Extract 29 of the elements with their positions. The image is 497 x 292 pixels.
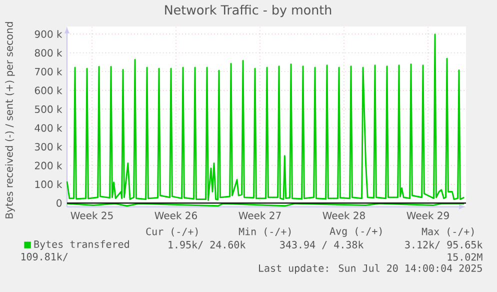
text: Last update: Sun Jul 20 14:00:04 2025	[259, 264, 482, 274]
y-tick-label: 800 k	[34, 48, 62, 57]
x-tick-label: Week 25	[70, 212, 113, 220]
text: Max (-/+)	[422, 228, 474, 236]
y-tick-label: 100 k	[35, 180, 62, 188]
text: Cur (-/+)	[146, 228, 198, 236]
y-tick-label: 0	[56, 199, 62, 207]
y-tick-label: 600 k	[34, 86, 62, 94]
y-tick-label: 200 k	[34, 162, 62, 170]
line-series	[66, 34, 465, 201]
chart-title: Network Traffic - by month	[165, 4, 332, 18]
x-tick-label: Week 29	[406, 212, 449, 220]
x-tick-label: Week 27	[238, 212, 281, 220]
y-tick-label: 900 k	[34, 30, 62, 38]
y-axis-title: Bytes received (-) / sent (+) per second	[5, 22, 15, 218]
text: 3.12k/ 95.65k	[405, 240, 483, 250]
legend-label: Bytes transfered	[34, 240, 129, 250]
text: Avg (-/+)	[330, 227, 382, 237]
text: 1.95k/ 24.60k	[168, 240, 246, 250]
text: 15.02M	[448, 253, 482, 261]
text: 109.81k/	[21, 252, 68, 262]
text: 343.94 / 4.38k	[280, 240, 364, 250]
y-tick-label: 500 k	[35, 105, 62, 114]
text: Min (-/+)	[238, 228, 291, 236]
y-tick-label: 400 k	[34, 124, 62, 132]
y-tick-label: 300 k	[34, 142, 62, 151]
x-tick-label: Week 26	[154, 212, 198, 220]
x-tick-label: Week 28	[322, 212, 365, 220]
y-tick-label: 700 k	[35, 68, 62, 76]
